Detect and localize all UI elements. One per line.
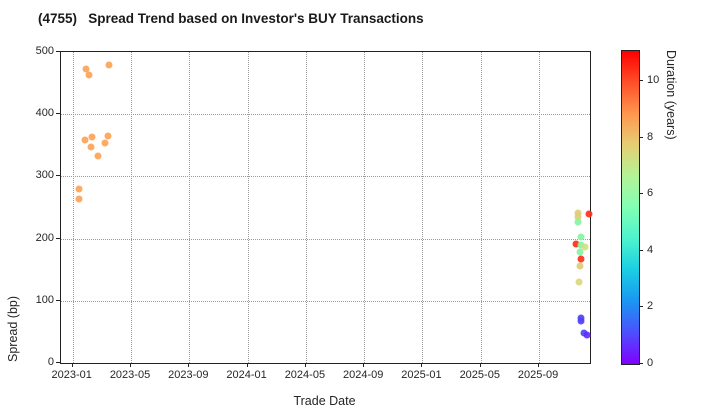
v-gridline	[72, 52, 74, 363]
data-point	[574, 218, 582, 226]
data-point	[585, 210, 593, 218]
v-gridline	[539, 52, 541, 363]
x-axis-label: Trade Date	[293, 394, 356, 408]
data-point	[576, 262, 584, 270]
colorbar-tick-label: 8	[647, 130, 654, 143]
chart-title: (4755) Spread Trend based on Investor's …	[38, 11, 424, 26]
x-tick-label: 2023-05	[109, 369, 151, 381]
h-gridline	[61, 176, 590, 178]
data-point	[577, 317, 585, 325]
x-tick-label: 2023-09	[168, 369, 209, 381]
data-point	[75, 185, 83, 193]
y-tick-mark	[56, 299, 60, 301]
x-tick-mark	[363, 363, 365, 367]
colorbar	[621, 50, 640, 365]
x-tick-label: 2025-05	[459, 369, 500, 381]
colorbar-tick-label: 10	[647, 74, 660, 87]
colorbar-tick-mark	[639, 80, 643, 82]
y-tick-label: 200	[35, 231, 54, 244]
y-tick-label: 100	[35, 293, 54, 306]
y-tick-mark	[56, 362, 60, 363]
colorbar-tick-label: 0	[647, 357, 654, 369]
data-point	[574, 213, 582, 221]
data-point	[88, 133, 96, 141]
x-tick-label: 2024-01	[226, 369, 267, 381]
x-tick-mark	[188, 363, 190, 367]
y-tick-label: 300	[35, 169, 54, 182]
x-tick-label: 2024-09	[342, 369, 384, 381]
v-gridline	[364, 52, 366, 363]
v-gridline	[480, 52, 482, 363]
data-point	[581, 243, 589, 251]
colorbar-tick-mark	[639, 306, 643, 308]
x-tick-label: 2023-01	[51, 369, 92, 381]
h-gridline	[61, 300, 590, 302]
y-tick-label: 400	[35, 107, 54, 120]
colorbar-label: Duration (years)	[664, 50, 678, 140]
colorbar-tick-mark	[639, 249, 643, 251]
data-point	[104, 132, 112, 140]
y-tick-mark	[56, 51, 60, 52]
x-tick-label: 2024-05	[284, 369, 326, 381]
y-tick-label: 0	[47, 356, 54, 368]
x-tick-mark	[130, 363, 131, 367]
data-point	[574, 209, 582, 217]
data-point	[75, 195, 83, 203]
data-point	[577, 255, 585, 262]
colorbar-tick-label: 2	[647, 300, 654, 313]
colorbar-tick-label: 6	[647, 187, 654, 200]
colorbar-tick-mark	[639, 193, 643, 195]
data-point	[583, 331, 590, 339]
plot-area	[60, 51, 593, 364]
h-gridline	[61, 114, 590, 116]
v-gridline	[189, 52, 191, 363]
y-tick-mark	[56, 113, 60, 115]
x-tick-mark	[421, 363, 423, 367]
colorbar-tick-label: 4	[647, 243, 654, 256]
x-tick-mark	[304, 363, 306, 367]
x-tick-mark	[538, 363, 540, 367]
data-point	[577, 233, 585, 241]
v-gridline	[131, 52, 132, 363]
x-tick-label: 2025-01	[401, 369, 442, 381]
data-point	[576, 248, 584, 256]
colorbar-tick-mark	[639, 136, 643, 138]
y-tick-label: 500	[35, 45, 54, 57]
v-gridline	[305, 52, 307, 363]
colorbar-tick-mark	[639, 363, 643, 364]
data-point	[82, 65, 90, 73]
data-point	[85, 71, 93, 79]
data-point	[572, 240, 580, 248]
data-point	[87, 143, 95, 151]
x-tick-mark	[479, 363, 481, 367]
v-gridline	[422, 52, 424, 363]
data-point	[101, 139, 109, 147]
h-gridline	[61, 238, 590, 240]
v-gridline	[247, 52, 249, 363]
data-point	[105, 61, 113, 69]
y-tick-mark	[56, 237, 60, 239]
y-axis-label: Spread (bp)	[6, 295, 20, 362]
y-tick-mark	[56, 175, 60, 177]
x-tick-mark	[246, 363, 248, 367]
data-point	[575, 278, 583, 286]
data-point	[81, 136, 89, 144]
x-tick-label: 2025-09	[517, 369, 559, 381]
x-tick-mark	[71, 363, 73, 367]
data-point	[94, 152, 102, 160]
